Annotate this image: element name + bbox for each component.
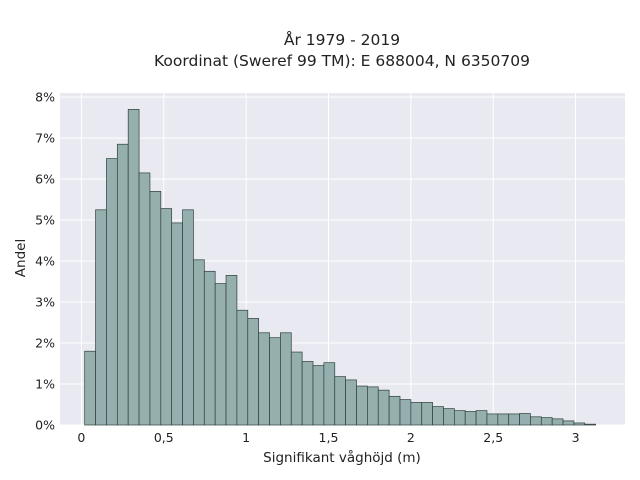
- chart-title: År 1979 - 2019 Koordinat (Sweref 99 TM):…: [154, 30, 530, 70]
- y-tick-label: 1%: [35, 377, 55, 392]
- histogram-bar: [84, 350, 96, 426]
- x-tick-label: 0,5: [154, 430, 174, 445]
- y-tick-label: 0%: [35, 418, 55, 433]
- histogram-bar: [247, 318, 260, 426]
- y-tick-label: 7%: [35, 131, 55, 146]
- x-tick-label: 0: [77, 430, 85, 445]
- histogram-bar: [508, 413, 520, 426]
- histogram-bar: [410, 402, 423, 426]
- x-axis-ticks: 0 0,5 1 1,5 2 2,5 3: [77, 430, 579, 445]
- histogram-bar: [497, 413, 510, 426]
- y-tick-label: 3%: [35, 295, 55, 310]
- y-tick-label: 8%: [35, 90, 55, 105]
- histogram-bar: [334, 376, 346, 426]
- histogram-bar: [432, 406, 444, 426]
- histogram-bar: [269, 337, 281, 426]
- histogram-bar: [258, 332, 270, 426]
- histogram-bar: [573, 422, 586, 426]
- histogram-bar: [367, 386, 379, 426]
- histogram-bar: [388, 395, 401, 426]
- bars: [84, 109, 597, 426]
- histogram-bar: [171, 222, 183, 426]
- histogram-bar: [236, 309, 249, 426]
- x-tick-label: 2: [407, 430, 415, 445]
- histogram-bar: [486, 413, 499, 426]
- histogram-bar: [345, 379, 357, 426]
- x-tick-label: 3: [572, 430, 580, 445]
- histogram-bar: [464, 411, 477, 426]
- histogram-bar: [421, 402, 433, 426]
- y-tick-label: 6%: [35, 172, 55, 187]
- histogram-bar: [95, 209, 107, 426]
- histogram-bar: [312, 365, 325, 426]
- histogram-bar: [562, 420, 575, 426]
- histogram-bar: [182, 209, 194, 426]
- histogram-bar: [203, 270, 216, 426]
- histogram-bar: [551, 418, 564, 426]
- histogram-bar: [453, 410, 466, 426]
- chart-title-line-1: År 1979 - 2019: [284, 30, 400, 49]
- histogram-bar: [530, 416, 542, 426]
- x-tick-label: 1,5: [319, 430, 339, 445]
- x-tick-label: 1: [242, 430, 250, 445]
- histogram-bar: [214, 283, 227, 426]
- histogram-bar: [116, 143, 129, 426]
- histogram-bar: [127, 109, 140, 426]
- histogram-bar: [193, 259, 205, 426]
- y-tick-label: 2%: [35, 336, 55, 351]
- histogram-bar: [540, 417, 553, 426]
- x-axis-label: Signifikant våghöjd (m): [263, 449, 421, 466]
- y-tick-label: 5%: [35, 213, 55, 228]
- histogram-bar: [377, 389, 390, 426]
- histogram-bar: [519, 413, 531, 426]
- y-tick-label: 4%: [35, 254, 55, 269]
- histogram-bar: [138, 172, 151, 426]
- histogram-bar: [280, 332, 292, 426]
- histogram-bar: [225, 275, 238, 426]
- histogram-bar: [399, 399, 412, 426]
- histogram-bar: [356, 385, 368, 426]
- histogram-bar: [290, 351, 303, 426]
- histogram-bar: [106, 158, 118, 426]
- histogram-bar: [323, 362, 336, 426]
- chart-title-line-2: Koordinat (Sweref 99 TM): E 688004, N 63…: [154, 52, 530, 70]
- histogram-bar: [301, 361, 314, 426]
- x-tick-label: 2,5: [483, 430, 503, 445]
- y-axis-label: Andel: [13, 239, 29, 277]
- y-axis-ticks: 0% 1% 2% 3% 4% 5% 6% 7% 8%: [35, 90, 55, 433]
- histogram-bar: [160, 208, 173, 426]
- histogram-bar: [443, 408, 455, 426]
- histogram-bar: [475, 410, 488, 426]
- histogram-bar: [584, 423, 597, 426]
- histogram-bar: [149, 191, 162, 426]
